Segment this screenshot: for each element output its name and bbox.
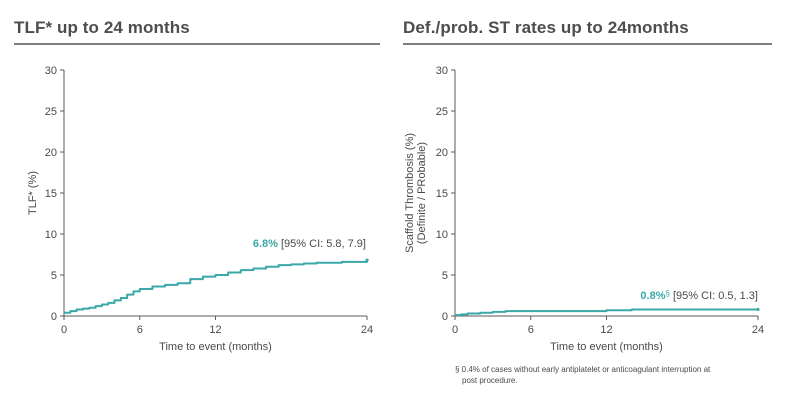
st-x-tick-label: 12 (600, 324, 612, 336)
st-y-axis-label-2: (Definite / PRobable) (416, 142, 428, 244)
footnote: § 0.4% of cases without early antiplatel… (455, 364, 775, 386)
tlf-series-line (64, 260, 368, 314)
tlf-x-tick-label: 24 (361, 324, 373, 336)
tlf-x-tick-label: 0 (61, 324, 67, 336)
st-y-tick-label: 5 (442, 270, 448, 282)
tlf-y-tick-label: 10 (45, 229, 57, 241)
footnote-line-2: post procedure. (462, 376, 518, 385)
tlf-x-axis-label: Time to event (months) (159, 341, 272, 353)
st-annotation: 0.8%§ [95% CI: 0.5, 1.3] (640, 289, 758, 302)
st-x-tick-label: 0 (452, 324, 458, 336)
title-divider-st (403, 43, 772, 45)
tlf-annotation-value: 6.8% (253, 238, 278, 250)
st-series-end-point (756, 307, 760, 312)
st-y-axis-label: Scaffold Thrombosis (%) (404, 133, 416, 253)
tlf-x-tick-label: 12 (209, 324, 221, 336)
st-annotation-value: 0.8% (640, 290, 665, 302)
footnote-line-1: § 0.4% of cases without early antiplatel… (455, 365, 711, 374)
st-x-tick-label: 6 (528, 324, 534, 336)
tlf-y-tick-label: 0 (51, 311, 57, 323)
st-y-tick-label: 10 (436, 229, 448, 241)
st-x-tick-label: 24 (752, 324, 764, 336)
tlf-y-tick-label: 30 (45, 65, 57, 77)
st-annotation-ci: [95% CI: 0.5, 1.3] (670, 290, 758, 302)
tlf-y-tick-label: 5 (51, 270, 57, 282)
tlf-annotation-ci: [95% CI: 5.8, 7.9] (278, 238, 366, 250)
st-y-tick-label: 30 (436, 65, 448, 77)
st-y-tick-label: 0 (442, 311, 448, 323)
st-y-tick-label: 15 (436, 188, 448, 200)
tlf-y-axis-label: TLF* (%) (27, 171, 39, 215)
title-divider-tlf (14, 43, 380, 45)
st-x-axis-label: Time to event (months) (550, 341, 663, 353)
st-series-line (455, 308, 758, 317)
tlf-x-tick-label: 6 (137, 324, 143, 336)
st-y-tick-label: 20 (436, 147, 448, 159)
tlf-y-tick-label: 20 (45, 147, 57, 159)
st-annotation-footnote-mark: § (665, 289, 669, 298)
tlf-series-end-point (365, 258, 369, 262)
tlf-y-tick-label: 15 (45, 188, 57, 200)
st-y-tick-label: 25 (436, 106, 448, 118)
tlf-annotation: 6.8% [95% CI: 5.8, 7.9] (253, 238, 366, 250)
chart-title-st: Def./prob. ST rates up to 24months (403, 18, 689, 37)
tlf-y-tick-label: 25 (45, 106, 57, 118)
chart-title-tlf: TLF* up to 24 months (14, 18, 190, 37)
